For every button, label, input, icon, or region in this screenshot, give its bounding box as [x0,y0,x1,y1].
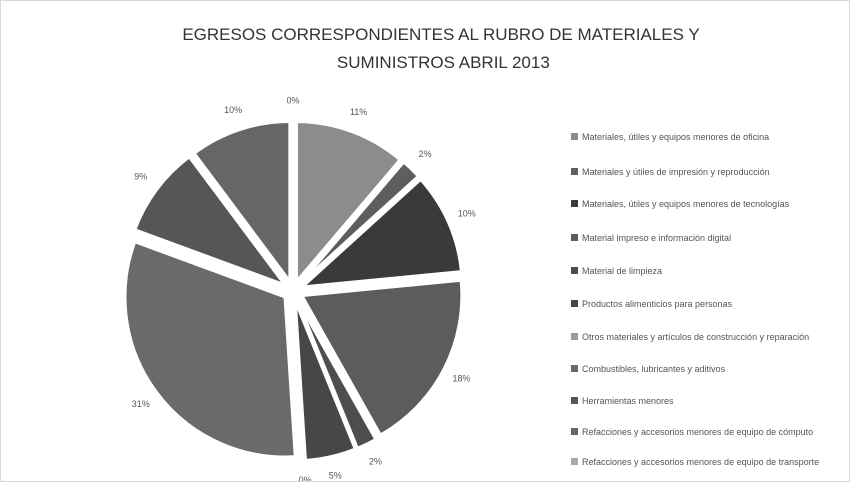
pie-slice [299,278,464,438]
legend-label: Otros materiales y artículos de construc… [582,332,810,342]
pie-slice [132,154,290,289]
legend-swatch [571,300,578,307]
legend-swatch [571,397,578,404]
legend-label: Refacciones y accesorios menores de equi… [582,427,814,437]
pie-slice [123,239,297,459]
legend-label: Materiales, útiles y equipos menores de … [582,199,790,209]
legend-swatch [571,133,578,140]
data-label: 10% [224,105,242,115]
legend-label: Material impreso e información digital [582,233,732,243]
legend-swatch [571,428,578,435]
data-label: 0% [299,475,312,481]
chart-title: EGRESOS CORRESPONDIENTES AL RUBRO DE MAT… [182,25,699,72]
legend-label: Refacciones y accesorios menores de equi… [582,457,820,467]
pie-slice [298,159,421,285]
legend-entry: Productos alimenticios para personas [571,298,846,310]
legend-entry: Material de limpieza [571,265,846,277]
legend-label: Materiales y útiles de impresión y repro… [582,167,770,177]
legend-entry: Combustibles, lubricantes y aditivos [571,363,846,375]
legend-swatch [571,333,578,340]
legend-entry: Refacciones y accesorios menores de equi… [571,426,846,438]
data-label: 9% [134,172,147,182]
data-label: 10% [458,208,476,218]
legend-swatch [571,200,578,207]
legend-entry: Materiales, útiles y equipos menores de … [571,131,846,143]
data-label: 11% [350,107,367,117]
legend-swatch [571,267,578,274]
legend-swatch [571,168,578,175]
pie-slice [297,177,464,289]
legend-label: Productos alimenticios para personas [582,299,733,309]
legend-entry: Herramientas menores [571,395,846,407]
legend-entry: Refacciones y accesorios menores de equi… [571,456,846,468]
pie-slice [295,299,378,451]
data-label: 18% [452,373,470,383]
legend-entry: Material impreso e información digital [571,232,846,244]
data-label: 0% [286,95,299,105]
legend-label: Material de limpieza [582,266,663,276]
data-label: 5% [329,471,342,481]
legend-label: Materiales, útiles y equipos menores de … [582,132,770,142]
legend-label: Combustibles, lubricantes y aditivos [582,364,726,374]
legend-swatch [571,234,578,241]
pie-slice [293,300,358,463]
legend-label: Herramientas menores [582,396,674,406]
legend-entry: Otros materiales y artículos de construc… [571,331,846,343]
data-label: 2% [369,457,382,467]
data-label: 31% [132,399,150,409]
pie-slice [192,120,292,287]
legend-entry: Materiales, útiles y equipos menores de … [571,198,846,210]
legend-swatch [571,458,578,465]
data-label: 2% [419,149,432,159]
legend-entry: Materiales y útiles de impresión y repro… [571,166,846,178]
pie-slice [294,120,403,286]
legend-swatch [571,365,578,372]
